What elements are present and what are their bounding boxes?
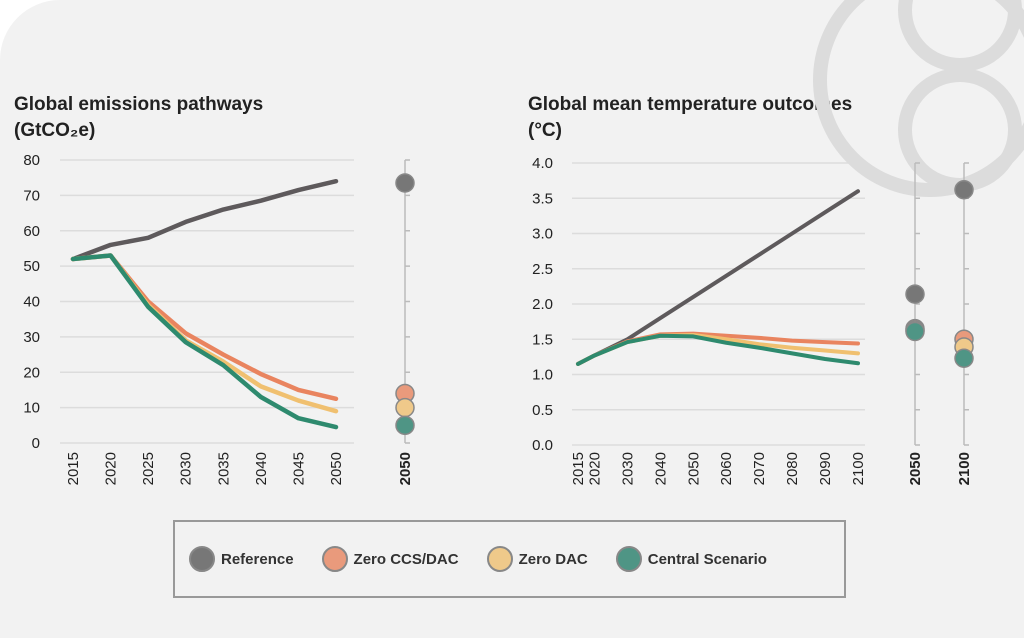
side-point-central-scenario: [395, 415, 415, 436]
x-tick-label: 2090: [817, 452, 834, 485]
x-tick-label: 2015: [65, 452, 82, 485]
legend-item-reference: Reference: [189, 546, 294, 572]
side-point-central-scenario: [905, 321, 925, 342]
legend-dot: [189, 546, 215, 572]
side-axis-label: 2050: [397, 452, 414, 485]
y-tick-label: 10: [23, 400, 40, 417]
y-tick-label: 30: [23, 329, 40, 346]
x-tick-label: 2030: [178, 452, 195, 485]
x-tick-label: 2045: [290, 452, 307, 485]
legend-item-central: Central Scenario: [615, 546, 767, 572]
x-tick-label: 2060: [718, 452, 735, 485]
x-tick-label: 2035: [215, 452, 232, 485]
legend: Reference Zero CCS/DAC Zero DAC Central …: [173, 520, 846, 598]
side-axis-label: 2050: [907, 452, 924, 485]
x-tick-label: 2040: [253, 452, 270, 485]
x-tick-label: 2100: [850, 452, 867, 485]
legend-item-zero-dac: Zero DAC: [486, 546, 588, 572]
y-tick-label: 4.0: [532, 155, 553, 172]
x-tick-label: 2015: [570, 452, 587, 485]
y-tick-label: 1.5: [532, 331, 553, 348]
x-tick-label: 2030: [619, 452, 636, 485]
y-tick-label: 80: [23, 152, 40, 169]
y-tick-label: 60: [23, 223, 40, 240]
x-tick-label: 2020: [103, 452, 120, 485]
y-tick-label: 0.0: [532, 437, 553, 454]
y-tick-label: 1.0: [532, 367, 553, 384]
y-tick-label: 40: [23, 294, 40, 311]
legend-dot: [615, 546, 642, 572]
y-tick-label: 3.5: [532, 190, 553, 207]
x-tick-label: 2050: [685, 452, 702, 485]
y-tick-label: 0.5: [532, 402, 553, 419]
x-tick-label: 2080: [784, 452, 801, 485]
right-chart-title: Global mean temperature outcomes (°C): [528, 94, 853, 141]
legend-dot: [486, 546, 513, 572]
series-line-zero-ccs-dac: [70, 253, 339, 402]
side-point-reference: [395, 173, 415, 193]
x-tick-label: 2070: [751, 452, 768, 485]
legend-dot: [321, 546, 348, 572]
side-axis-label: 2100: [956, 452, 973, 485]
y-tick-label: 70: [23, 187, 40, 204]
y-tick-label: 2.5: [532, 261, 553, 278]
left-chart-title: Global emissions pathways (GtCO₂e): [14, 94, 264, 141]
legend-item-zero-ccs-dac: Zero CCS/DAC: [321, 546, 459, 572]
y-tick-label: 2.0: [532, 296, 553, 313]
side-point-central-scenario: [954, 348, 974, 369]
series-line-reference: [70, 178, 339, 262]
watermark-logo: [813, 0, 1024, 197]
series-line-central-scenario: [70, 253, 339, 430]
side-point-reference: [954, 180, 974, 200]
x-tick-label: 2020: [586, 452, 603, 485]
x-tick-label: 2050: [328, 452, 345, 485]
x-tick-label: 2025: [140, 452, 157, 485]
series-line-central-scenario: [576, 333, 860, 366]
y-tick-label: 50: [23, 258, 40, 275]
y-tick-label: 3.0: [532, 226, 553, 243]
y-tick-label: 20: [23, 364, 40, 381]
side-point-reference: [905, 284, 925, 304]
x-tick-label: 2040: [652, 452, 669, 485]
side-point-zero-dac: [395, 397, 415, 418]
y-tick-label: 0: [32, 435, 40, 452]
